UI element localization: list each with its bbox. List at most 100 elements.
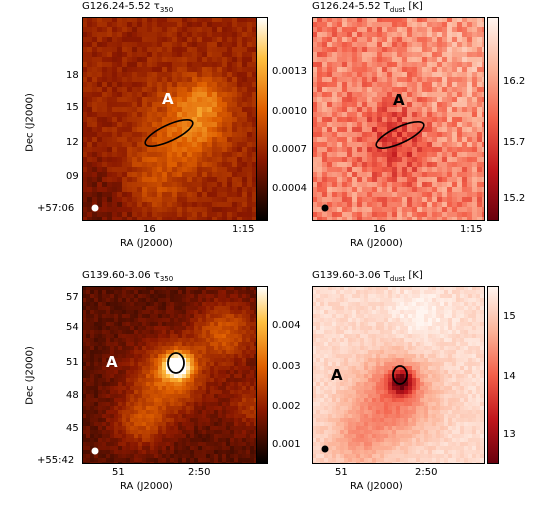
map-pixel xyxy=(147,162,153,168)
map-pixel xyxy=(107,177,113,183)
map-pixel xyxy=(222,450,227,455)
map-pixel xyxy=(317,182,323,188)
map-pixel xyxy=(118,346,123,351)
map-pixel xyxy=(122,290,127,295)
map-pixel xyxy=(357,177,363,183)
map-pixel xyxy=(246,350,251,355)
map-pixel xyxy=(387,117,393,123)
map-pixel xyxy=(332,32,338,38)
map-pixel xyxy=(427,87,433,93)
map-pixel xyxy=(97,57,103,63)
panel-1-y-tick: 18 xyxy=(66,70,79,81)
map-pixel xyxy=(327,37,333,43)
map-pixel xyxy=(452,187,458,193)
map-pixel xyxy=(154,450,159,455)
map-pixel xyxy=(110,426,115,431)
map-pixel xyxy=(250,406,255,411)
map-pixel xyxy=(194,374,199,379)
map-pixel xyxy=(194,362,199,367)
map-pixel xyxy=(166,446,171,451)
map-pixel xyxy=(112,27,118,33)
map-pixel xyxy=(407,72,413,78)
map-pixel xyxy=(86,290,91,295)
map-pixel xyxy=(172,82,178,88)
map-pixel xyxy=(162,398,167,403)
map-pixel xyxy=(107,102,113,108)
map-pixel xyxy=(147,167,153,173)
map-pixel xyxy=(98,310,103,315)
map-pixel xyxy=(210,442,215,447)
map-pixel xyxy=(237,132,243,138)
map-pixel xyxy=(132,177,138,183)
map-pixel xyxy=(192,127,198,133)
map-pixel xyxy=(90,370,95,375)
map-pixel xyxy=(202,197,208,203)
map-pixel xyxy=(337,127,343,133)
map-pixel xyxy=(158,318,163,323)
map-pixel xyxy=(387,32,393,38)
map-pixel xyxy=(162,27,168,33)
map-pixel xyxy=(382,47,388,53)
map-pixel xyxy=(327,97,333,103)
map-pixel xyxy=(234,402,239,407)
map-pixel xyxy=(372,72,378,78)
map-pixel xyxy=(152,192,158,198)
map-pixel xyxy=(130,298,135,303)
map-pixel xyxy=(212,27,218,33)
map-pixel xyxy=(332,132,338,138)
map-pixel xyxy=(250,386,255,391)
map-pixel xyxy=(387,37,393,43)
map-pixel xyxy=(417,37,423,43)
map-pixel xyxy=(86,310,91,315)
map-pixel xyxy=(227,97,233,103)
map-pixel xyxy=(212,142,218,148)
map-pixel xyxy=(247,102,253,108)
map-pixel xyxy=(138,346,143,351)
map-pixel xyxy=(106,398,111,403)
map-pixel xyxy=(107,67,113,73)
map-pixel xyxy=(217,47,223,53)
map-pixel xyxy=(86,354,91,359)
map-pixel xyxy=(217,112,223,118)
map-pixel xyxy=(142,202,148,208)
map-pixel xyxy=(87,57,93,63)
map-pixel xyxy=(182,338,187,343)
map-pixel xyxy=(107,22,113,28)
map-pixel xyxy=(247,57,253,63)
map-pixel xyxy=(387,202,393,208)
map-pixel xyxy=(242,310,247,315)
map-pixel xyxy=(322,72,328,78)
map-pixel xyxy=(222,322,227,327)
map-pixel xyxy=(246,318,251,323)
map-pixel xyxy=(157,202,163,208)
map-pixel xyxy=(138,402,143,407)
map-pixel xyxy=(246,378,251,383)
map-pixel xyxy=(230,374,235,379)
map-pixel xyxy=(407,97,413,103)
map-pixel xyxy=(452,147,458,153)
map-pixel xyxy=(152,42,158,48)
map-pixel xyxy=(437,42,443,48)
map-pixel xyxy=(130,342,135,347)
map-pixel xyxy=(242,386,247,391)
map-pixel xyxy=(177,182,183,188)
map-pixel xyxy=(207,202,213,208)
map-pixel xyxy=(117,72,123,78)
map-pixel xyxy=(232,57,238,63)
map-pixel xyxy=(90,366,95,371)
map-pixel xyxy=(138,338,143,343)
map-pixel xyxy=(102,32,108,38)
map-pixel xyxy=(427,27,433,33)
map-pixel xyxy=(132,182,138,188)
map-pixel xyxy=(367,32,373,38)
map-pixel xyxy=(190,410,195,415)
map-pixel xyxy=(462,172,468,178)
map-pixel xyxy=(422,77,428,83)
map-pixel xyxy=(126,434,131,439)
map-pixel xyxy=(137,167,143,173)
map-pixel xyxy=(232,192,238,198)
map-pixel xyxy=(437,32,443,38)
map-pixel xyxy=(412,212,418,218)
map-pixel xyxy=(467,27,473,33)
map-pixel xyxy=(332,192,338,198)
